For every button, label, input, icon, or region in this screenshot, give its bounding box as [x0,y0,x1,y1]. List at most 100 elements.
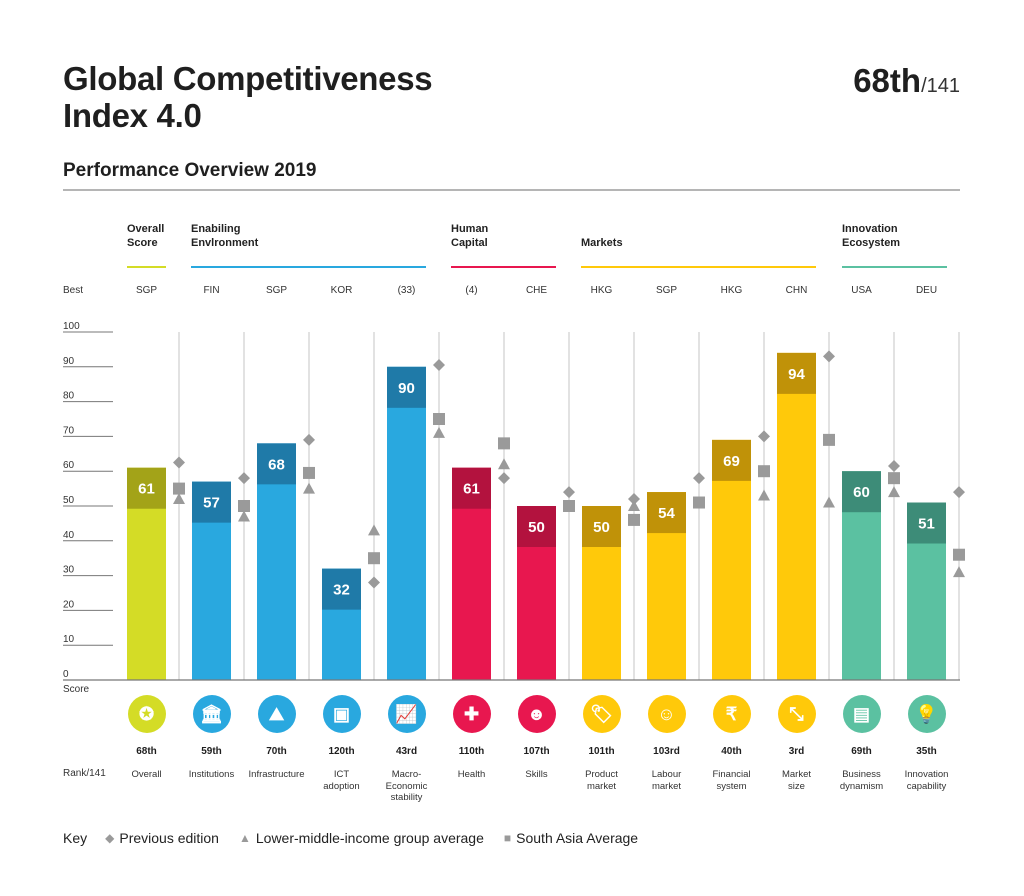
title-line-2: Index 4.0 [63,97,202,134]
pillar-name-line: dynamism [839,780,884,792]
pillar-rank: 110th [458,746,485,757]
pillar-name: Product market [567,769,637,792]
head-network-icon: ☻ [517,695,556,733]
score-bar-cap [712,439,751,481]
south-asia-marker [368,552,380,565]
pillar-name-line: Innovation [904,769,949,780]
overall-rank-value: 68th [853,62,922,99]
score-bar-cap [907,502,946,544]
pillar-name-line: market [586,780,617,792]
group-label-line: Markets [581,237,623,249]
pillar-name: Macro- Economic stability [372,769,442,804]
south-asia-marker [693,496,705,509]
worker-helmet-icon: ☺ [647,695,686,733]
pillar-name-line: system [716,780,747,792]
overall-rank-total: /141 [921,75,960,97]
y-tick-label: 10 [63,634,75,645]
score-bar-cap [387,366,426,408]
pillar-name-line: Business [842,769,881,780]
expand-arrows-icon: ⤡ [777,695,816,733]
pillar-rank: 70th [266,746,287,757]
group-label-line: Capital [451,237,488,249]
square-icon: ■ [503,831,512,845]
lightbulb-icon: 💡 [907,695,946,733]
group-label-line: Score [127,237,158,249]
score-bar-cap [582,506,621,547]
legend-item-previous-edition: ◆ Previous edition [105,830,219,846]
best-country: (33) [397,285,416,296]
pillar-name-line: Infrastructure [248,769,305,780]
pillar-rank: 43rd [395,746,418,757]
y-tick-label: 60 [63,460,75,471]
score-bar-cap [647,492,686,534]
pillar-name: Labour market [632,769,702,792]
south-asia-marker [823,433,835,446]
previous-edition-marker [823,350,835,363]
previous-edition-marker [173,456,185,469]
score-bar-cap [192,481,231,523]
score-bar-cap [517,506,556,547]
score-axis-label: Score [63,684,90,695]
header-divider [63,189,960,191]
best-country: HKG [590,285,613,296]
previous-edition-marker [888,459,900,472]
previous-edition-marker [368,576,380,589]
pillar-name: Infrastructure [242,769,312,781]
group-underline-4 [842,266,947,268]
legend-title: Key [63,830,88,846]
lower-middle-income-marker [953,566,965,578]
group-underline-0 [127,266,166,268]
triangle-icon: ▲ [238,831,251,845]
pillar-name-line: ICT [333,769,350,780]
y-tick-label: 30 [63,565,75,576]
legend-item-south-asia: ■ South Asia Average [504,830,638,846]
y-tick-label: 80 [63,391,75,402]
score-data-label: 60 [853,484,870,501]
pillar-rank: 68th [136,746,157,757]
pillar-name-line: market [651,780,682,792]
previous-edition-marker [498,472,510,485]
score-data-label: 50 [528,519,545,536]
lower-middle-income-marker [368,524,380,536]
group-label-line: Overall [127,223,165,235]
south-asia-marker [758,465,770,478]
previous-edition-marker [758,430,770,443]
south-asia-marker [433,413,445,425]
score-bar-cap [322,568,361,610]
legend: Key ◆ Previous edition ▲ Lower-middle-inco… [63,830,658,846]
best-country: FIN [203,285,220,296]
south-asia-marker [238,500,250,512]
best-row-label: Best [63,285,84,296]
y-tick-label: 90 [63,356,75,367]
group-label-0: Overall Score [127,222,164,250]
best-country: KOR [330,285,353,296]
lower-middle-income-marker [173,493,185,505]
south-asia-marker [888,472,900,485]
title-line-1: Global Competitiveness [63,60,433,97]
page-title: Global Competitiveness Index 4.0 [63,60,433,134]
lower-middle-income-marker [433,426,445,438]
previous-edition-marker [433,359,445,372]
pillar-name: Health [437,769,507,781]
best-country: DEU [915,285,938,296]
pillar-name: Skills [502,769,572,781]
rupee-icon: ₹ [712,695,751,733]
south-asia-marker [563,500,575,512]
pillar-name: Business dynamism [827,769,897,792]
score-bar [777,352,816,680]
overall-rank: 68th/141 [853,62,960,100]
pillar-name-line: Skills [525,769,548,780]
lower-middle-income-marker [823,496,835,508]
y-tick-label: 70 [63,425,75,436]
score-data-label: 68 [268,456,285,473]
previous-edition-marker [953,486,965,499]
previous-edition-marker [238,472,250,485]
lower-middle-income-marker [628,500,640,511]
legend-label: Lower-middle-income group average [255,830,484,846]
score-data-label: 32 [333,582,350,599]
pillar-name: ICT adoption [307,769,377,792]
group-label-4: Innovation Ecosystem [842,222,900,250]
y-tick-label: 0 [63,669,69,680]
score-bar-cap [257,443,296,485]
group-label-line: Envlronment [191,237,259,249]
